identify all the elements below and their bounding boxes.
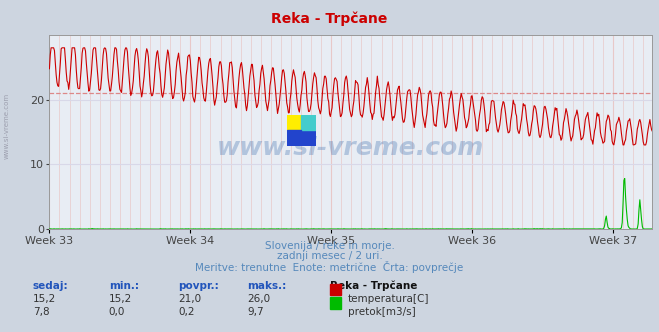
Text: 0,2: 0,2 — [178, 307, 194, 317]
Text: Slovenija / reke in morje.: Slovenija / reke in morje. — [264, 241, 395, 251]
Text: 15,2: 15,2 — [33, 294, 56, 304]
Text: Meritve: trenutne  Enote: metrične  Črta: povprečje: Meritve: trenutne Enote: metrične Črta: … — [195, 261, 464, 273]
Polygon shape — [302, 130, 316, 146]
Bar — [287, 130, 302, 146]
Polygon shape — [287, 115, 302, 130]
Text: temperatura[C]: temperatura[C] — [348, 294, 430, 304]
Text: www.si-vreme.com: www.si-vreme.com — [3, 93, 10, 159]
Text: min.:: min.: — [109, 281, 139, 290]
Text: 0,0: 0,0 — [109, 307, 125, 317]
Bar — [302, 115, 316, 130]
Text: 15,2: 15,2 — [109, 294, 132, 304]
Text: maks.:: maks.: — [247, 281, 287, 290]
Text: Reka - Trpčane: Reka - Trpčane — [330, 281, 417, 291]
Polygon shape — [302, 115, 316, 130]
Polygon shape — [287, 130, 302, 146]
Text: zadnji mesec / 2 uri.: zadnji mesec / 2 uri. — [277, 251, 382, 261]
Text: 26,0: 26,0 — [247, 294, 270, 304]
Bar — [287, 115, 302, 130]
Text: pretok[m3/s]: pretok[m3/s] — [348, 307, 416, 317]
Text: Reka - Trpčane: Reka - Trpčane — [272, 12, 387, 26]
Text: 7,8: 7,8 — [33, 307, 49, 317]
Text: povpr.:: povpr.: — [178, 281, 219, 290]
Text: sedaj:: sedaj: — [33, 281, 69, 290]
Text: www.si-vreme.com: www.si-vreme.com — [217, 135, 484, 159]
Text: 21,0: 21,0 — [178, 294, 201, 304]
Text: 9,7: 9,7 — [247, 307, 264, 317]
